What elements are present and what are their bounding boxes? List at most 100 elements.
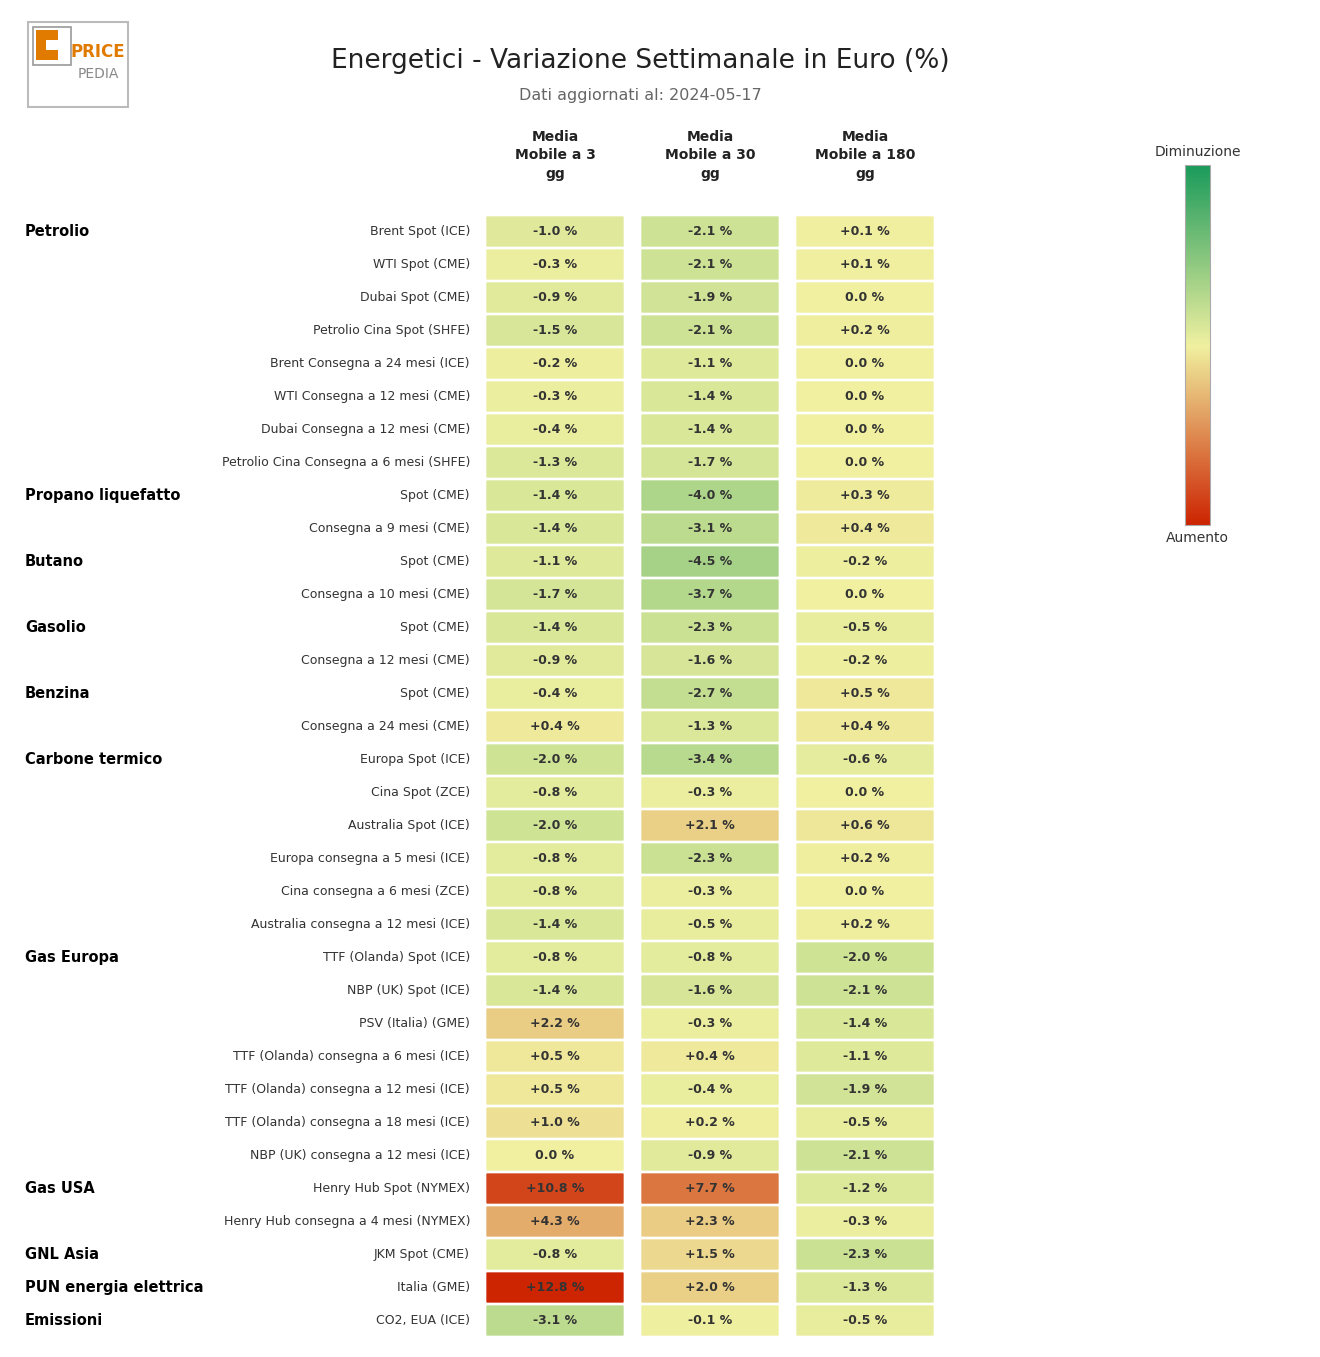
Bar [1185,297,1210,299]
FancyBboxPatch shape [486,974,624,1007]
Bar [1185,342,1210,343]
Text: Gas USA: Gas USA [25,1181,95,1196]
Bar [1185,415,1210,417]
FancyBboxPatch shape [486,1073,624,1106]
Text: +2.2 %: +2.2 % [531,1016,579,1030]
Text: Australia consegna a 12 mesi (ICE): Australia consegna a 12 mesi (ICE) [251,917,470,931]
Text: -1.4 %: -1.4 % [533,917,577,931]
Bar [1185,349,1210,350]
Text: Gas Europa: Gas Europa [25,950,119,965]
Bar [33,27,71,65]
Bar [1185,398,1210,399]
Text: -1.4 %: -1.4 % [533,489,577,502]
Bar [1185,208,1210,209]
Text: Spot (CME): Spot (CME) [400,687,470,700]
Text: TTF (Olanda) consegna a 12 mesi (ICE): TTF (Olanda) consegna a 12 mesi (ICE) [226,1083,470,1096]
Text: +10.8 %: +10.8 % [525,1182,585,1196]
Bar [1185,415,1210,418]
Bar [1185,517,1210,518]
FancyBboxPatch shape [640,1007,780,1039]
Text: -0.6 %: -0.6 % [843,753,887,765]
FancyBboxPatch shape [796,578,935,611]
Bar [1185,366,1210,368]
Bar [1185,322,1210,323]
Bar [1185,195,1210,197]
Text: +0.2 %: +0.2 % [685,1115,735,1129]
Bar [1185,404,1210,407]
FancyBboxPatch shape [640,645,780,677]
Bar [1185,293,1210,294]
Bar [1185,399,1210,400]
FancyBboxPatch shape [796,776,935,809]
FancyBboxPatch shape [486,645,624,677]
Bar [1185,414,1210,415]
Bar [1185,474,1210,475]
Bar [1185,338,1210,339]
FancyBboxPatch shape [796,479,935,512]
Bar [1185,186,1210,187]
Bar [1185,263,1210,265]
Bar [1185,476,1210,478]
Bar [1185,312,1210,315]
Text: -1.4 %: -1.4 % [533,522,577,535]
Text: 0.0 %: 0.0 % [536,1149,574,1162]
Text: PUN energia elettrica: PUN energia elettrica [25,1280,203,1295]
Text: +0.2 %: +0.2 % [840,852,890,864]
Text: -0.8 %: -0.8 % [688,951,733,963]
Bar [1185,478,1210,480]
Text: +2.1 %: +2.1 % [685,820,735,832]
Bar [1185,213,1210,214]
Text: Dubai Spot (CME): Dubai Spot (CME) [360,290,470,304]
Bar [1185,166,1210,168]
FancyBboxPatch shape [796,1140,935,1171]
Bar [1185,261,1210,263]
FancyBboxPatch shape [640,1106,780,1139]
Bar [1185,265,1210,266]
FancyBboxPatch shape [796,513,935,544]
Text: +0.4 %: +0.4 % [685,1050,735,1063]
Bar [1185,201,1210,202]
Bar [1185,345,1210,346]
FancyBboxPatch shape [486,1304,624,1337]
Text: -0.9 %: -0.9 % [688,1149,733,1162]
Text: 0.0 %: 0.0 % [845,290,884,304]
Bar [1185,484,1210,486]
Bar [1185,247,1210,248]
Text: -1.1 %: -1.1 % [533,555,577,569]
Bar [1185,489,1210,491]
Bar [1185,486,1210,487]
FancyBboxPatch shape [486,1140,624,1171]
Bar [1185,457,1210,460]
Bar [1185,434,1210,436]
Bar [1185,311,1210,312]
Bar [1185,432,1210,433]
Text: +0.1 %: +0.1 % [840,258,890,271]
Bar [1185,463,1210,464]
Bar [1185,383,1210,384]
Text: -2.1 %: -2.1 % [843,984,887,997]
Text: +2.3 %: +2.3 % [685,1215,735,1228]
FancyBboxPatch shape [796,1272,935,1304]
FancyBboxPatch shape [640,216,780,247]
Bar [1185,232,1210,233]
Bar [1185,307,1210,308]
Text: -2.7 %: -2.7 % [688,687,733,700]
FancyBboxPatch shape [640,744,780,775]
Text: Media
Mobile a 180
gg: Media Mobile a 180 gg [814,130,915,180]
Text: -2.3 %: -2.3 % [843,1248,887,1261]
Bar [1185,388,1210,389]
Text: -1.6 %: -1.6 % [688,654,733,668]
Bar [1185,266,1210,267]
Bar [1185,233,1210,235]
Text: -1.6 %: -1.6 % [688,984,733,997]
Bar [1185,391,1210,392]
Text: +0.5 %: +0.5 % [531,1083,579,1096]
Bar [1185,503,1210,505]
Bar [1185,301,1210,304]
FancyBboxPatch shape [486,776,624,809]
Bar [1185,411,1210,413]
FancyBboxPatch shape [486,546,624,578]
Bar [1185,270,1210,271]
Bar [1185,220,1210,223]
Bar [1185,460,1210,461]
